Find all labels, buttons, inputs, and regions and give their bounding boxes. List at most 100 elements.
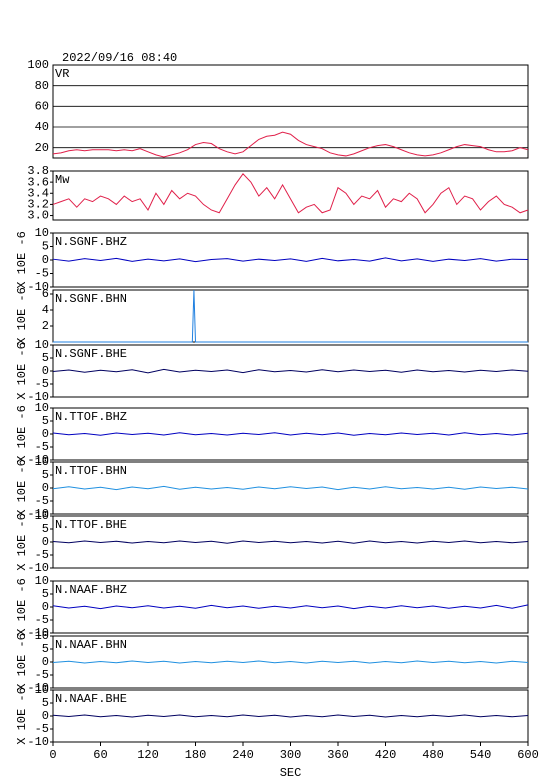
x-axis-label: SEC	[280, 766, 302, 780]
x-tick-label: 360	[327, 748, 349, 762]
panel-title: N.SGNF.BHZ	[55, 235, 127, 249]
y-tick-label: 10	[35, 226, 49, 240]
y-tick-label: 0	[42, 427, 49, 441]
x-tick-label: 0	[49, 748, 56, 762]
panel-frame	[52, 170, 529, 221]
y-tick-label: 5	[42, 468, 49, 482]
trace-line	[52, 172, 529, 214]
y-tick-label: 6	[42, 287, 49, 301]
x-tick-label: 240	[232, 748, 254, 762]
y-tick-label: 3.2	[27, 198, 49, 212]
x-tick-label: 300	[280, 748, 302, 762]
y-tick-label: 10	[35, 629, 49, 643]
y-axis-label: X 10E -6	[15, 633, 29, 691]
y-tick-label: 40	[35, 120, 49, 134]
panel-title: N.SGNF.BHN	[55, 292, 127, 306]
y-axis-label: X 10E -6	[15, 459, 29, 517]
y-tick-label: 10	[35, 455, 49, 469]
x-tick-label: 60	[93, 748, 107, 762]
x-tick-label: 600	[517, 748, 539, 762]
y-tick-label: -10	[27, 453, 49, 467]
x-tick-label: 120	[137, 748, 159, 762]
y-tick-label: 3.0	[27, 209, 49, 223]
trace-line	[53, 289, 528, 343]
panel-frame	[52, 64, 529, 159]
y-axis-label: X 10E -6	[15, 342, 29, 400]
y-tick-label: 4	[42, 303, 49, 317]
y-tick-label: 5	[42, 414, 49, 428]
panel-title: N.TTOF.BHN	[55, 464, 127, 478]
y-tick-label: 5	[42, 642, 49, 656]
y-tick-label: 0	[42, 481, 49, 495]
y-tick-label: 3.6	[27, 175, 49, 189]
panel-title: N.TTOF.BHZ	[55, 410, 127, 424]
x-tick-label: 420	[375, 748, 397, 762]
y-tick-label: 5	[42, 696, 49, 710]
y-tick-label: 0	[42, 655, 49, 669]
y-axis-label: X 10E -6	[15, 405, 29, 463]
panel-title: N.NAAF.BHZ	[55, 583, 127, 597]
y-tick-label: -5	[35, 267, 49, 281]
y-tick-label: 10	[35, 574, 49, 588]
panel-title: N.TTOF.BHE	[55, 518, 127, 532]
y-tick-label: -5	[35, 377, 49, 391]
y-tick-label: -10	[27, 681, 49, 695]
y-tick-label: -5	[35, 668, 49, 682]
timestamp: 2022/09/16 08:40	[62, 51, 177, 65]
y-tick-label: -5	[35, 440, 49, 454]
y-tick-label: 10	[35, 683, 49, 697]
y-tick-label: 10	[35, 338, 49, 352]
y-tick-label: 80	[35, 79, 49, 93]
trace-line	[52, 131, 529, 158]
y-tick-label: -5	[35, 722, 49, 736]
y-tick-label: 0	[42, 253, 49, 267]
y-tick-label: -10	[27, 735, 49, 749]
y-tick-label: -10	[27, 390, 49, 404]
y-tick-label: -10	[27, 561, 49, 575]
y-tick-label: 2	[42, 319, 49, 333]
y-tick-label: 5	[42, 522, 49, 536]
trace-line	[52, 257, 529, 263]
y-tick-label: 0	[42, 600, 49, 614]
y-tick-label: 60	[35, 100, 49, 114]
y-tick-label: 5	[42, 240, 49, 254]
panel-title: N.NAAF.BHN	[55, 638, 127, 652]
y-tick-label: 0	[42, 535, 49, 549]
y-tick-label: 10	[35, 401, 49, 415]
y-tick-label: 0	[42, 364, 49, 378]
panel-title: VR	[55, 67, 69, 81]
y-tick-label: -10	[27, 626, 49, 640]
y-axis-label: X 10E -6	[15, 578, 29, 636]
y-axis-label: X 10E -6	[15, 287, 29, 345]
y-tick-label: 10	[35, 509, 49, 523]
trace-line	[52, 604, 529, 610]
x-tick-label: 480	[422, 748, 444, 762]
y-axis-label: X 10E -6	[15, 513, 29, 571]
trace-line	[52, 660, 529, 664]
panel-title: Mw	[55, 173, 70, 187]
y-tick-label: -5	[35, 494, 49, 508]
x-tick-label: 180	[185, 748, 207, 762]
trace-line	[52, 432, 529, 436]
y-tick-label: -5	[35, 548, 49, 562]
panel-title: N.SGNF.BHE	[55, 347, 127, 361]
y-tick-label: -10	[27, 507, 49, 521]
trace-line	[52, 485, 529, 491]
y-axis-label: X 10E -6	[15, 231, 29, 289]
y-tick-label: 0	[42, 709, 49, 723]
y-tick-label: 100	[27, 58, 49, 72]
y-tick-label: 5	[42, 587, 49, 601]
trace-line	[52, 714, 529, 718]
trace-line	[52, 368, 529, 374]
y-tick-label: 5	[42, 351, 49, 365]
y-tick-label: -5	[35, 613, 49, 627]
y-tick-label: 3.8	[27, 164, 49, 178]
y-tick-label: 3.4	[27, 186, 49, 200]
y-axis-label: X 10E -6	[15, 687, 29, 745]
y-tick-label: -10	[27, 280, 49, 294]
y-tick-label: 20	[35, 141, 49, 155]
trace-line	[52, 540, 529, 544]
panel-title: N.NAAF.BHE	[55, 692, 127, 706]
x-tick-label: 540	[470, 748, 492, 762]
